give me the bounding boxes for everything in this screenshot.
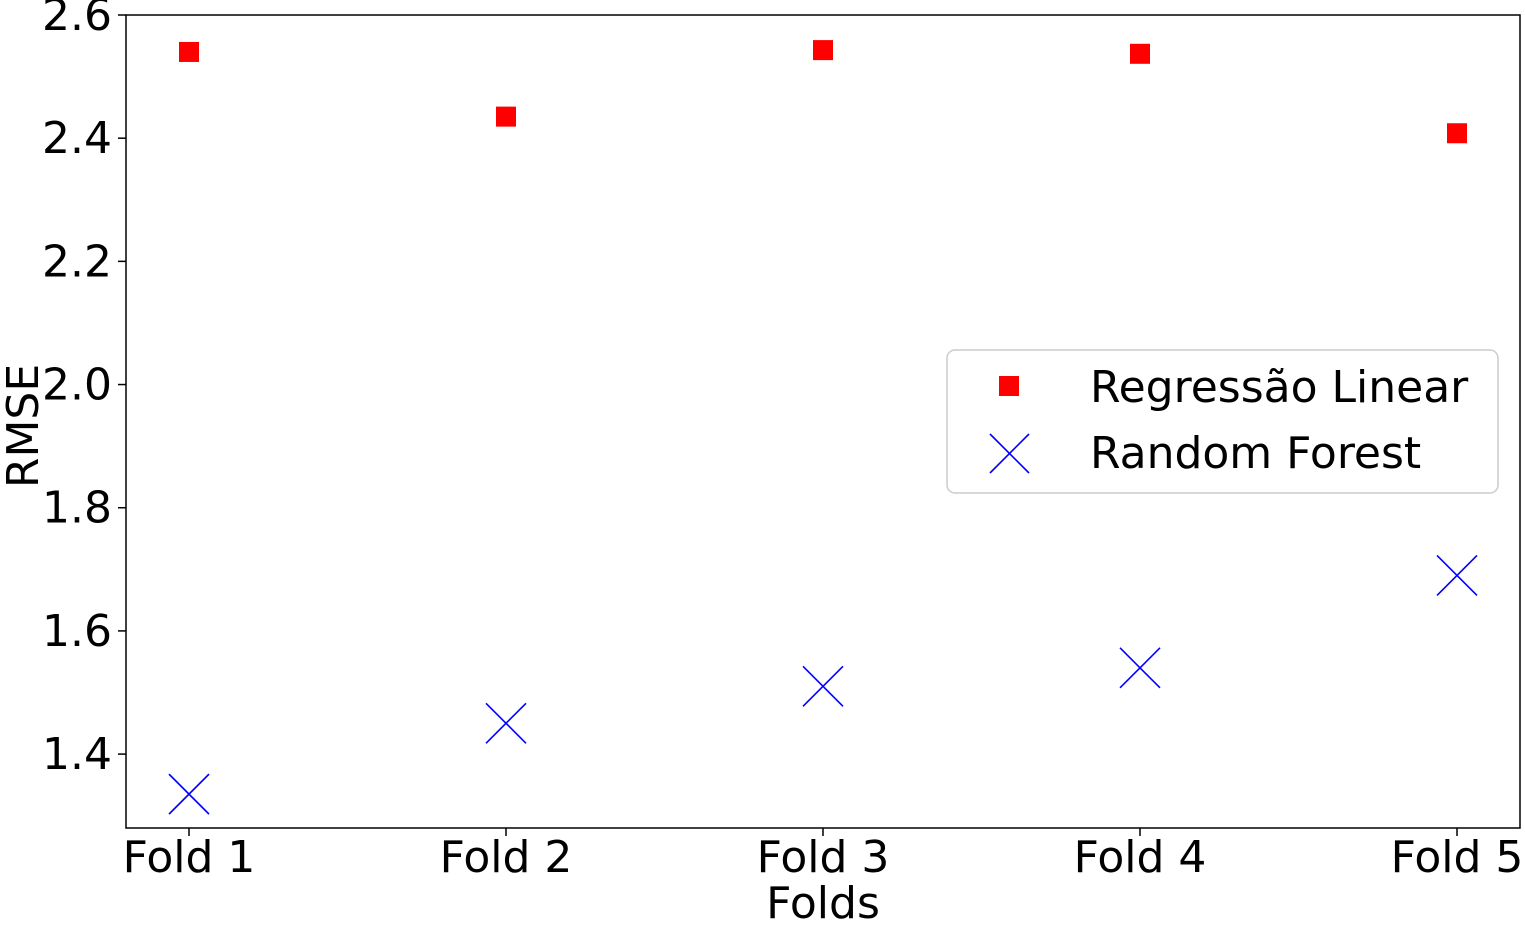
regressao-linear-point [813,40,833,61]
y-tick-label: 2.4 [42,113,112,164]
x-tick-label: Fold 5 [1391,832,1524,883]
y-tick-label: 2.6 [42,0,112,41]
y-axis-ticks: 1.4 1.6 1.8 2.0 2.2 2.4 2.6 [42,0,126,780]
data-markers [168,40,1478,815]
random-forest-point [168,773,210,815]
x-tick-label: Fold 1 [123,832,256,883]
y-tick-label: 2.0 [42,360,112,411]
regressao-linear-point [1447,123,1467,144]
y-tick-label: 2.2 [42,236,112,287]
legend-x-marker [989,433,1030,474]
legend: Regressão Linear Random Forest [946,349,1499,494]
legend-label-random-forest: Random Forest [1090,428,1421,479]
legend-square-marker [999,376,1019,396]
y-tick-label: 1.4 [42,729,112,780]
x-tick-label: Fold 3 [757,832,890,883]
x-tick-label: Fold 4 [1074,832,1207,883]
regressao-linear-point [179,41,199,62]
regressao-linear-point [496,106,516,127]
random-forest-point [802,665,844,707]
x-tick-label: Fold 2 [440,832,573,883]
random-forest-point [1436,554,1478,597]
y-tick-label: 1.8 [42,483,112,534]
x-axis-ticks: Fold 1 Fold 2 Fold 3 Fold 4 Fold 5 [123,828,1524,883]
y-axis-label: RMSE [0,364,49,488]
legend-box [946,349,1499,494]
random-forest-point [485,702,527,744]
random-forest-point [1119,647,1161,689]
legend-label-regressao-linear: Regressão Linear [1090,362,1469,413]
regressao-linear-point [1130,43,1150,64]
x-axis-label: Folds [766,878,880,926]
y-tick-label: 1.6 [42,606,112,657]
